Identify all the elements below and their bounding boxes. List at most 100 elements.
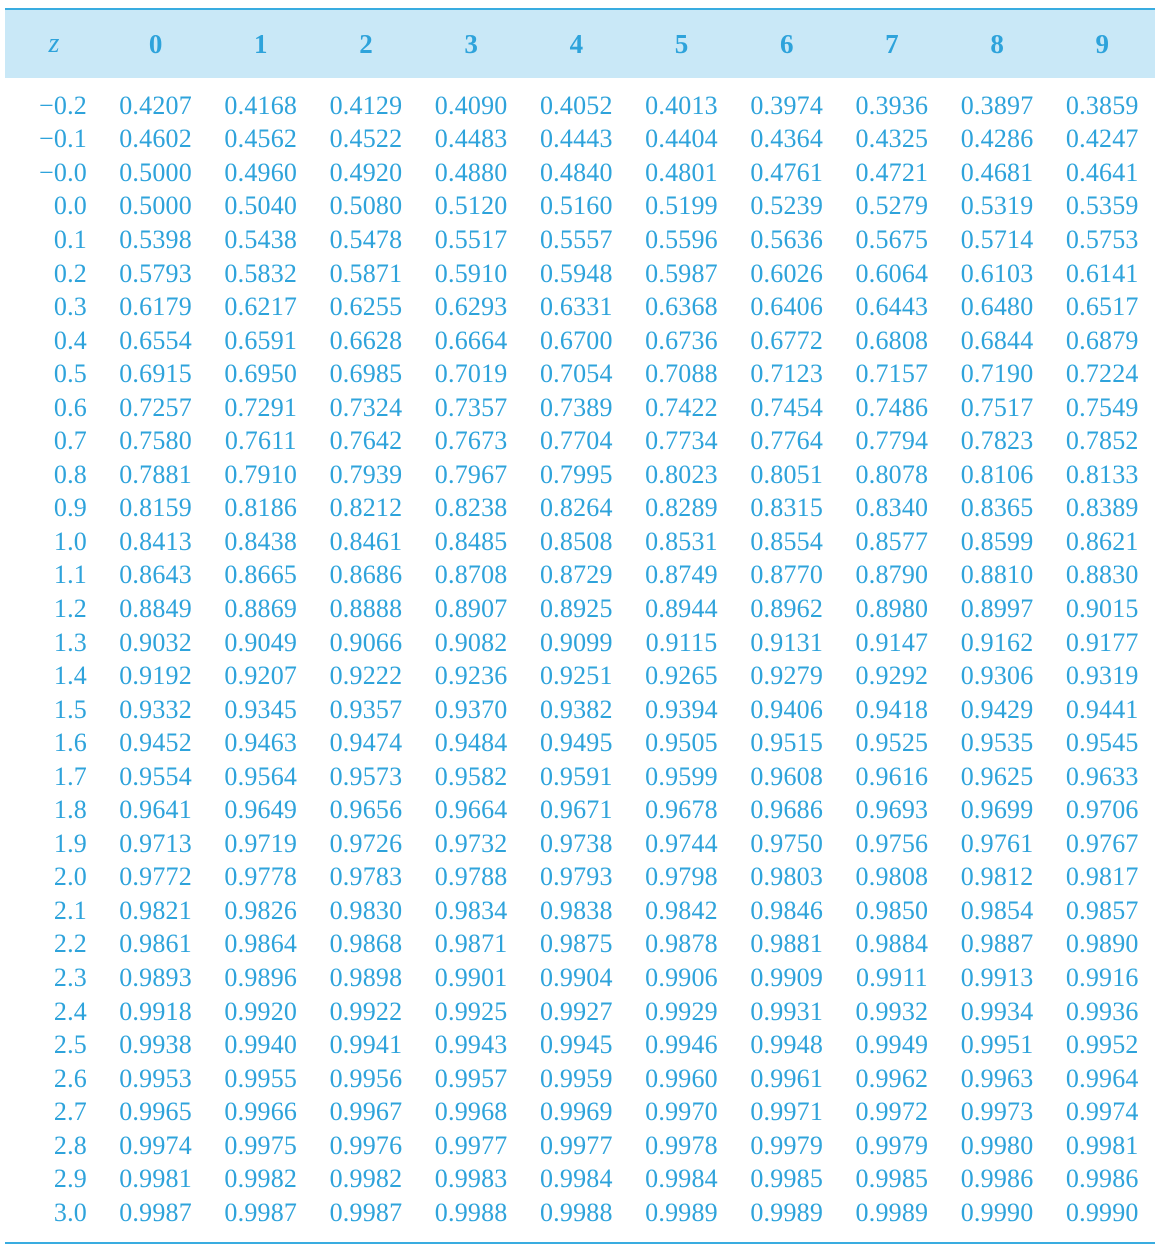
z-value-cell: 1.9 bbox=[53, 828, 87, 858]
probability-cell: 0.9115 bbox=[645, 627, 718, 657]
probability-cell: 0.8944 bbox=[645, 593, 718, 623]
probability-cell: 0.8078 bbox=[855, 459, 929, 489]
probability-cell: 0.9222 bbox=[329, 661, 403, 691]
table-row: −0.2 0.4207 0.4168 0.4129 0.4090 0.4052 0.4013… bbox=[5, 89, 1155, 123]
probability-cell: 0.9961 bbox=[750, 1063, 824, 1093]
table-row: 2.4 0.9918 0.9920 0.9922 0.9925 0.9927 0.9929 0… bbox=[5, 995, 1155, 1029]
probability-cell: 0.9960 bbox=[645, 1063, 718, 1093]
probability-cell: 0.9515 bbox=[750, 728, 824, 758]
probability-cell: 0.6808 bbox=[855, 325, 929, 355]
probability-cell: 0.9932 bbox=[855, 996, 929, 1026]
table-row: 1.5 0.9332 0.9345 0.9357 0.9370 0.9382 0.9394 0… bbox=[5, 693, 1155, 727]
z-value-cell: 0.0 bbox=[53, 191, 87, 221]
table-row: 2.0 0.9772 0.9778 0.9783 0.9788 0.9793 0.9798 0… bbox=[5, 861, 1155, 895]
probability-cell: 0.8461 bbox=[329, 526, 403, 556]
probability-cell: 0.9706 bbox=[1065, 795, 1139, 825]
probability-cell: 0.9890 bbox=[1065, 929, 1139, 959]
probability-cell: 0.6664 bbox=[434, 325, 508, 355]
probability-cell: 0.9887 bbox=[960, 929, 1034, 959]
probability-cell: 0.9846 bbox=[750, 895, 824, 925]
probability-cell: 0.7794 bbox=[855, 426, 929, 456]
probability-cell: 0.6844 bbox=[960, 325, 1034, 355]
table-row: 1.8 0.9641 0.9649 0.9656 0.9664 0.9671 0.9678 0… bbox=[5, 793, 1155, 827]
z-value-cell: 2.2 bbox=[53, 929, 87, 959]
probability-cell: 0.7357 bbox=[434, 392, 508, 422]
probability-cell: 0.9964 bbox=[1065, 1063, 1139, 1093]
probability-cell: 0.4840 bbox=[539, 157, 613, 187]
probability-cell: 0.4247 bbox=[1065, 124, 1139, 154]
probability-cell: 0.6141 bbox=[1065, 258, 1139, 288]
probability-cell: 0.9864 bbox=[224, 929, 298, 959]
probability-cell: 0.9945 bbox=[539, 1030, 613, 1060]
probability-cell: 0.8485 bbox=[434, 526, 508, 556]
probability-cell: 0.8365 bbox=[960, 493, 1034, 523]
z-value-cell: 1.1 bbox=[53, 560, 87, 590]
probability-cell: 0.8599 bbox=[960, 526, 1034, 556]
probability-cell: 0.9956 bbox=[329, 1063, 403, 1093]
probability-cell: 0.5517 bbox=[434, 224, 508, 254]
probability-cell: 0.9656 bbox=[329, 795, 403, 825]
probability-cell: 0.9279 bbox=[750, 661, 824, 691]
probability-cell: 0.9793 bbox=[539, 862, 613, 892]
probability-cell: 0.5557 bbox=[539, 224, 613, 254]
probability-cell: 0.9599 bbox=[645, 761, 718, 791]
probability-cell: 0.9949 bbox=[855, 1030, 929, 1060]
probability-cell: 0.6915 bbox=[119, 359, 192, 389]
column-header-3: 3 bbox=[464, 28, 478, 59]
probability-cell: 0.9625 bbox=[960, 761, 1034, 791]
probability-cell: 0.9382 bbox=[539, 694, 613, 724]
probability-cell: 0.9767 bbox=[1065, 828, 1139, 858]
probability-cell: 0.5596 bbox=[645, 224, 718, 254]
probability-cell: 0.9986 bbox=[1065, 1164, 1139, 1194]
probability-cell: 0.8962 bbox=[750, 593, 824, 623]
table-row: 0.4 0.6554 0.6591 0.6628 0.6664 0.6700 0.6736 0… bbox=[5, 324, 1155, 358]
probability-cell: 0.9985 bbox=[855, 1164, 929, 1194]
probability-cell: 0.6255 bbox=[329, 292, 403, 322]
probability-cell: 0.8023 bbox=[645, 459, 718, 489]
probability-cell: 0.9406 bbox=[750, 694, 824, 724]
probability-cell: 0.9394 bbox=[645, 694, 718, 724]
z-value-cell: 1.5 bbox=[53, 694, 87, 724]
table-row: −0.1 0.4602 0.4562 0.4522 0.4483 0.4443 0.4404… bbox=[5, 123, 1155, 157]
probability-cell: 0.9817 bbox=[1065, 862, 1139, 892]
probability-cell: 0.9901 bbox=[434, 962, 508, 992]
probability-cell: 0.5120 bbox=[434, 191, 508, 221]
probability-cell: 0.9066 bbox=[329, 627, 403, 657]
probability-cell: 0.9875 bbox=[539, 929, 613, 959]
probability-cell: 0.8708 bbox=[434, 560, 508, 590]
probability-cell: 0.7549 bbox=[1065, 392, 1139, 422]
probability-cell: 0.4761 bbox=[750, 157, 824, 187]
table-header-row: z 0 1 2 3 4 5 6 7 8 9 bbox=[5, 10, 1155, 78]
probability-cell: 0.9976 bbox=[329, 1130, 403, 1160]
probability-cell: 0.8413 bbox=[119, 526, 192, 556]
probability-cell: 0.8621 bbox=[1065, 526, 1139, 556]
table-row: 2.2 0.9861 0.9864 0.9868 0.9871 0.9875 0.9878 0… bbox=[5, 928, 1155, 962]
table-row: 1.9 0.9713 0.9719 0.9726 0.9732 0.9738 0.9744 0… bbox=[5, 827, 1155, 861]
probability-cell: 0.8830 bbox=[1065, 560, 1139, 590]
z-value-cell: 1.7 bbox=[53, 761, 87, 791]
probability-cell: 0.8438 bbox=[224, 526, 298, 556]
probability-cell: 0.9938 bbox=[119, 1030, 192, 1060]
probability-cell: 0.9761 bbox=[960, 828, 1034, 858]
table-row: 0.0 0.5000 0.5040 0.5080 0.5120 0.5160 0.5199 0… bbox=[5, 190, 1155, 224]
probability-cell: 0.7054 bbox=[539, 359, 613, 389]
probability-cell: 0.7673 bbox=[434, 426, 508, 456]
probability-cell: 0.6700 bbox=[539, 325, 613, 355]
probability-cell: 0.9750 bbox=[750, 828, 824, 858]
probability-cell: 0.4090 bbox=[434, 90, 508, 120]
probability-cell: 0.9966 bbox=[224, 1097, 298, 1127]
probability-cell: 0.9474 bbox=[329, 728, 403, 758]
probability-cell: 0.9918 bbox=[119, 996, 192, 1026]
z-column-header: z bbox=[48, 28, 60, 59]
probability-cell: 0.9732 bbox=[434, 828, 508, 858]
probability-cell: 0.9192 bbox=[119, 661, 192, 691]
probability-cell: 0.4681 bbox=[960, 157, 1034, 187]
probability-cell: 0.9975 bbox=[224, 1130, 298, 1160]
table-row: 2.3 0.9893 0.9896 0.9898 0.9901 0.9904 0.9906 0… bbox=[5, 961, 1155, 995]
probability-cell: 0.9973 bbox=[960, 1097, 1034, 1127]
probability-cell: 0.4522 bbox=[329, 124, 403, 154]
probability-cell: 0.9955 bbox=[224, 1063, 298, 1093]
probability-cell: 0.9977 bbox=[539, 1130, 613, 1160]
probability-cell: 0.6517 bbox=[1065, 292, 1139, 322]
z-value-cell: 1.4 bbox=[53, 661, 87, 691]
